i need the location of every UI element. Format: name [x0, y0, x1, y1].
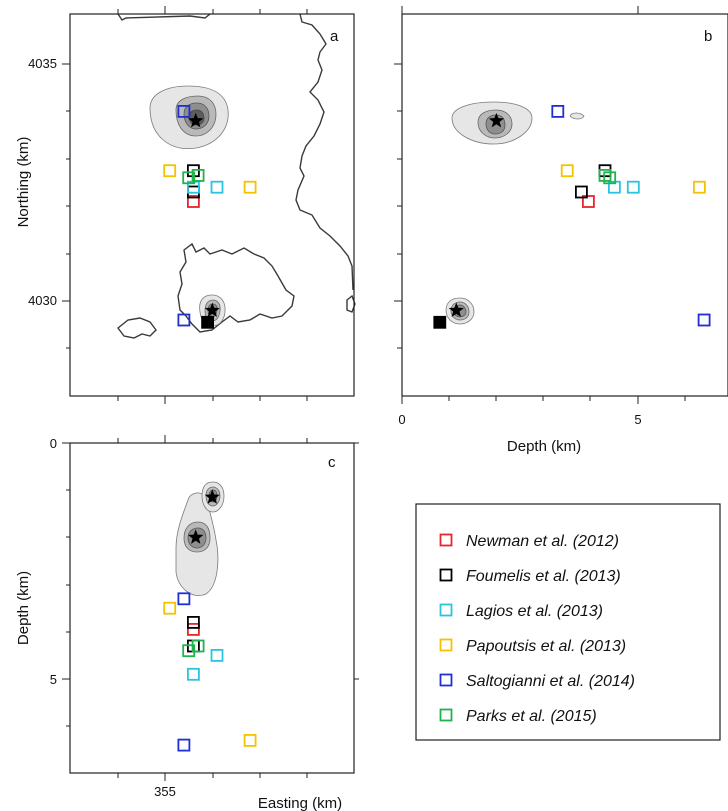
legend-label-3: Papoutsis et al. (2013)	[466, 638, 626, 655]
easting-axis-label: Easting (km)	[258, 795, 342, 811]
source-marker-a-9	[191, 168, 205, 182]
depth-c-tick-0: 0	[50, 436, 57, 451]
source-marker-c-6	[243, 734, 257, 747]
panel-a-letter: a	[330, 28, 339, 45]
contour-group-c	[175, 481, 225, 596]
coastline-island-small	[117, 317, 157, 339]
source-marker-b-0	[582, 195, 595, 208]
source-marker-a-5	[163, 164, 177, 178]
legend-swatch-0	[439, 533, 453, 547]
star-marker-c-1	[204, 489, 220, 504]
source-marker-c-5	[163, 601, 177, 615]
star-marker-b-0	[488, 112, 504, 128]
depth-b-tick-0: 0	[398, 412, 405, 427]
source-marker-b-8	[697, 313, 711, 327]
source-marker-a-7	[177, 105, 191, 118]
star-marker-c-0	[188, 529, 204, 544]
panel-c-markers	[163, 489, 257, 752]
panel-c: c 0 5 Depth (km) 355 Easting (km)	[15, 435, 359, 811]
source-marker-c-1	[186, 616, 200, 629]
legend-swatch-3	[439, 638, 453, 652]
legend-label-4: Saltogianni et al. (2014)	[466, 673, 635, 690]
legend-label-0: Newman et al. (2012)	[466, 533, 619, 550]
legend-items: Newman et al. (2012) Foumelis et al. (201…	[439, 533, 635, 725]
legend-swatch-2	[439, 603, 453, 617]
source-marker-a-3	[210, 180, 224, 194]
source-marker-b-10	[603, 171, 617, 185]
coastline-north	[117, 13, 354, 291]
source-marker-b-4	[626, 180, 640, 194]
legend-swatch-5	[439, 708, 453, 722]
northing-axis-label: Northing (km)	[15, 137, 32, 228]
source-marker-c-3	[210, 649, 224, 662]
panel-b-letter: b	[704, 28, 712, 45]
star-marker-b-1	[448, 302, 464, 317]
depth-b-axis-label: Depth (km)	[507, 438, 581, 455]
legend-label-1: Foumelis et al. (2013)	[466, 568, 621, 585]
source-marker-c-7	[177, 592, 191, 606]
star-marker-a-0	[188, 112, 204, 128]
depth-b-tick-5: 5	[634, 412, 641, 427]
coastline-island-large	[177, 242, 295, 333]
filled-square-marker-a-0	[201, 315, 215, 329]
star-marker-a-1	[204, 302, 220, 317]
panel-b: b 0 5 Depth (km)	[394, 6, 728, 455]
legend-swatch-4	[439, 673, 453, 687]
easting-tick-355: 355	[154, 784, 176, 799]
legend-label-5: Parks et al. (2015)	[466, 708, 597, 725]
legend-swatch-1	[439, 568, 453, 582]
source-marker-c-10	[182, 644, 196, 658]
source-marker-a-8	[177, 313, 191, 327]
filled-square-marker-b-0	[433, 315, 447, 329]
panel-b-frame	[401, 13, 728, 397]
source-marker-a-0	[186, 195, 200, 208]
legend-box	[415, 503, 721, 741]
source-marker-b-1	[575, 185, 588, 199]
panel-a-frame	[69, 13, 355, 397]
contour-group-b-north	[451, 101, 585, 145]
source-marker-c-8	[177, 738, 191, 752]
depth-c-tick-5: 5	[50, 672, 57, 687]
legend-label-2: Lagios et al. (2013)	[466, 603, 603, 620]
legend: Newman et al. (2012) Foumelis et al. (201…	[415, 503, 721, 741]
source-marker-c-0	[186, 623, 200, 636]
northing-tick-4035: 4035	[28, 56, 57, 71]
source-marker-b-5	[560, 164, 574, 178]
panel-c-frame	[69, 442, 355, 774]
source-marker-a-10	[182, 171, 196, 185]
panel-a: a 4035 4030 Northing (km)	[15, 6, 356, 404]
northing-tick-4030: 4030	[28, 293, 57, 308]
source-marker-b-7	[551, 105, 565, 118]
source-marker-a-6	[243, 180, 257, 194]
source-marker-c-4	[186, 667, 200, 681]
panel-c-letter: c	[328, 454, 336, 471]
panel-b-markers	[433, 105, 711, 329]
depth-c-axis-label: Depth (km)	[15, 571, 32, 645]
source-marker-b-6	[693, 180, 706, 194]
panel-a-markers	[163, 105, 257, 329]
